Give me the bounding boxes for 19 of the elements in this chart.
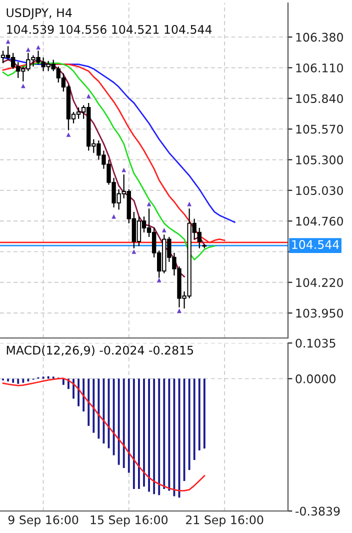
y-tick-label: 105.570 xyxy=(296,124,343,134)
y-tick-label: 106.380 xyxy=(296,32,343,42)
y-tick-label: 104.220 xyxy=(296,278,343,288)
y-tick-label: 105.030 xyxy=(296,186,343,196)
text: 104.539 104.556 104.521 104.544 xyxy=(7,24,212,34)
x-tick-label: 21 Sep 16:00 xyxy=(186,515,264,527)
y-tick-label: 105.300 xyxy=(296,155,343,164)
y-tick-label: 106.110 xyxy=(296,63,343,72)
chart-title: MACD(12,26,9) -0.2024 -0.2815 xyxy=(6,346,194,356)
x-tick-label: 9 Sep 16:00 xyxy=(8,515,78,527)
y-tick-label: 0.1035 xyxy=(296,338,336,348)
x-tick-label: 15 Sep 16:00 xyxy=(90,515,168,527)
y-tick-label: 105.840 xyxy=(296,94,343,104)
chart-title: USDJPY, H4 xyxy=(6,8,72,20)
y-tick-label: 0.0000 xyxy=(296,374,336,384)
y-tick-label: -0.3839 xyxy=(296,506,340,516)
ref-line-label: 104.544 xyxy=(292,240,340,249)
y-tick-label: 104.760 xyxy=(296,216,343,226)
y-tick-label: 103.950 xyxy=(296,308,343,318)
